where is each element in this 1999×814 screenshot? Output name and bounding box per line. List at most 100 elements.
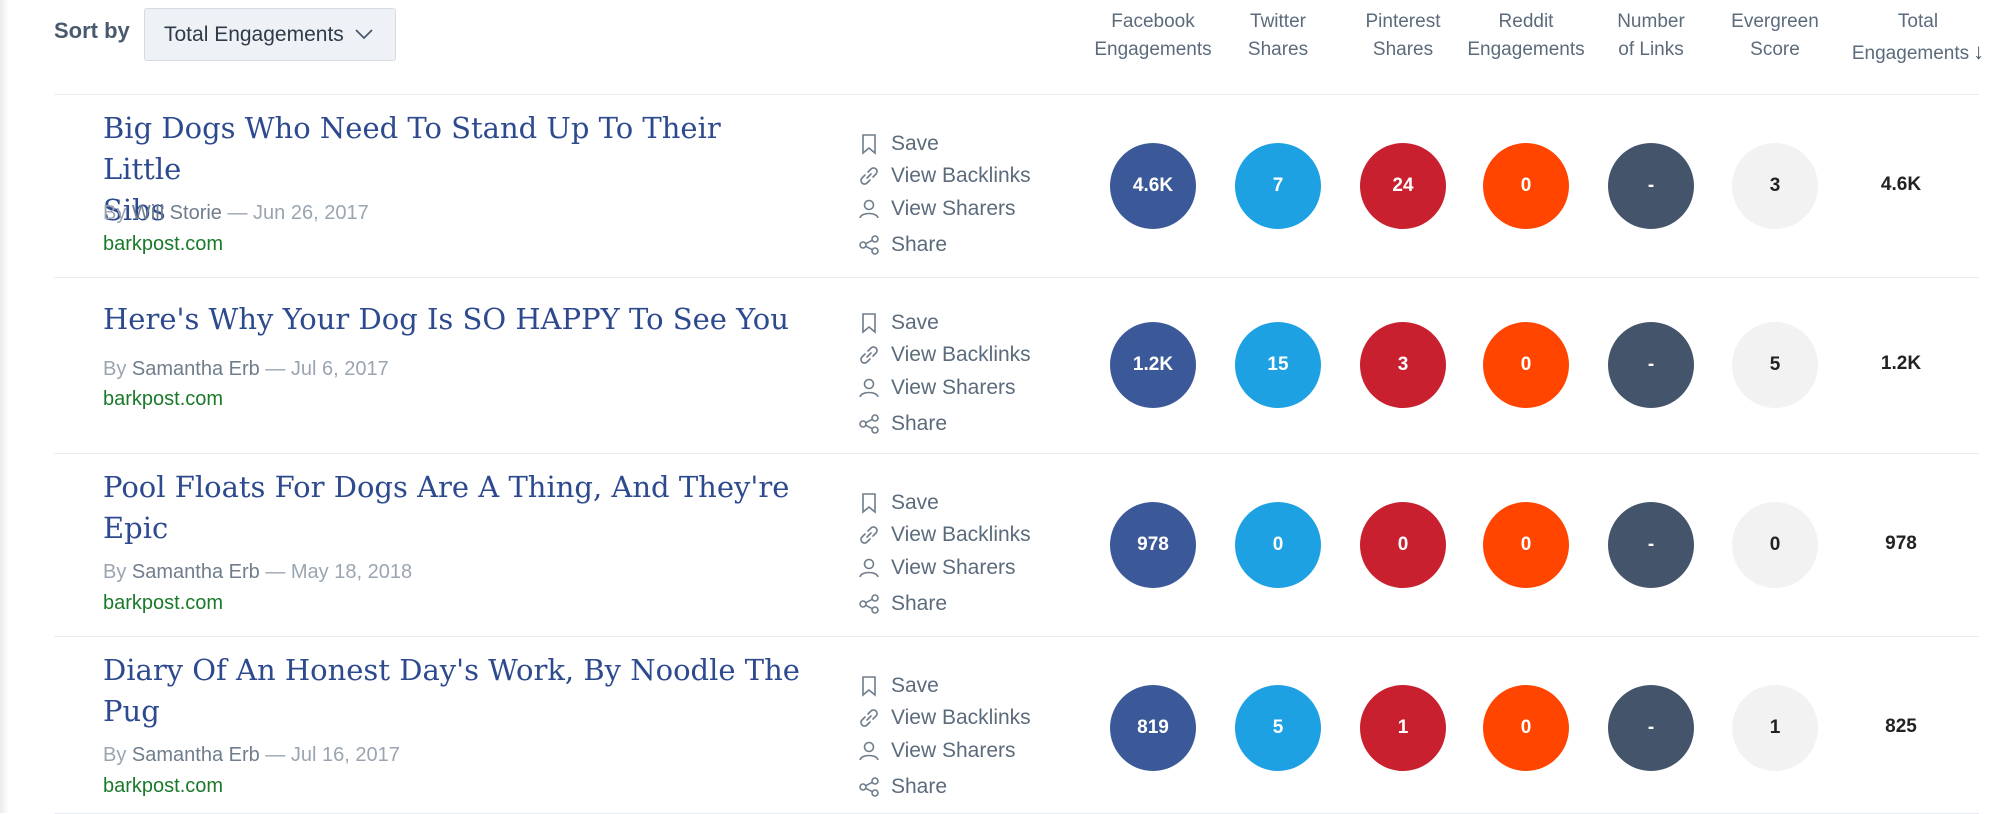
backlinks-action[interactable]: View Backlinks	[857, 520, 1031, 550]
save-action[interactable]: Save	[857, 671, 939, 701]
facebook-metric: 978	[1110, 502, 1196, 588]
article-title-line: Big Dogs Who Need To Stand Up To Their L…	[103, 111, 721, 186]
save-action[interactable]: Save	[857, 129, 939, 159]
sharers-action[interactable]: View Sharers	[857, 373, 1016, 403]
share-action[interactable]: Share	[857, 772, 947, 802]
col-header-facebook[interactable]: Facebook Engagements	[1091, 8, 1215, 64]
links-metric: -	[1608, 322, 1694, 408]
save-action[interactable]: Save	[857, 308, 939, 338]
facebook-metric: 1.2K	[1110, 322, 1196, 408]
user-icon	[859, 378, 879, 398]
share-action[interactable]: Share	[857, 230, 947, 260]
sharers-action[interactable]: View Sharers	[857, 736, 1016, 766]
sort-select[interactable]: Total Engagements	[144, 8, 396, 61]
col-header-line1: Total	[1897, 11, 1939, 32]
sort-select-value: Total Engagements	[164, 22, 344, 46]
links-metric: -	[1608, 685, 1694, 771]
article-byline: By Samantha Erb — Jul 6, 2017	[103, 358, 389, 381]
backlinks-action[interactable]: View Backlinks	[857, 340, 1031, 370]
article-title[interactable]: Diary Of An Honest Day's Work, By Noodle…	[103, 650, 803, 732]
article-title[interactable]: Here's Why Your Dog Is SO HAPPY To See Y…	[103, 299, 803, 340]
article-title-line: Epic	[103, 511, 169, 545]
sort-down-arrow-icon: ↓	[1973, 39, 1985, 64]
links-metric: -	[1608, 502, 1694, 588]
col-header-pinterest[interactable]: Pinterest Shares	[1341, 8, 1465, 64]
sharers-action[interactable]: View Sharers	[857, 553, 1016, 583]
link-icon	[860, 709, 878, 727]
col-header-line1: Facebook	[1111, 11, 1195, 32]
article-domain[interactable]: barkpost.com	[103, 233, 224, 255]
article-domain[interactable]: barkpost.com	[103, 388, 224, 410]
reddit-metric: 0	[1483, 502, 1569, 588]
article-byline: By Samantha Erb — May 18, 2018	[103, 561, 412, 584]
backlinks-action-label: View Backlinks	[891, 706, 1031, 729]
share-action[interactable]: Share	[857, 409, 947, 439]
share-action[interactable]: Share	[857, 589, 947, 619]
bookmark-icon	[862, 313, 876, 334]
col-header-reddit[interactable]: Reddit Engagements	[1464, 8, 1588, 64]
save-action-label: Save	[891, 311, 939, 334]
backlinks-action-label: View Backlinks	[891, 164, 1031, 187]
bookmark-icon	[862, 493, 876, 514]
article-title-line: Pool Floats For Dogs Are A Thing, And Th…	[103, 470, 790, 504]
article-date: — Jul 16, 2017	[265, 744, 400, 766]
sharers-action-label: View Sharers	[891, 197, 1016, 220]
col-header-links[interactable]: Number of Links	[1589, 8, 1713, 64]
col-header-total[interactable]: Total Engagements ↓	[1843, 8, 1993, 68]
sharers-action-label: View Sharers	[891, 556, 1016, 579]
article-title[interactable]: Big Dogs Who Need To Stand Up To Their L…	[103, 108, 803, 231]
share-icon	[859, 594, 879, 614]
share-icon	[859, 777, 879, 797]
backlinks-action-label: View Backlinks	[891, 343, 1031, 366]
col-header-line1: Twitter	[1250, 11, 1306, 32]
article-title-line: Diary Of An Honest Day's Work, By Noodle…	[103, 653, 800, 687]
reddit-metric: 0	[1483, 143, 1569, 229]
facebook-metric: 4.6K	[1110, 143, 1196, 229]
col-header-twitter[interactable]: Twitter Shares	[1216, 8, 1340, 64]
col-header-line2: Score	[1750, 39, 1800, 60]
article-title-line: Pug	[103, 694, 160, 728]
twitter-metric: 15	[1235, 322, 1321, 408]
backlinks-action-label: View Backlinks	[891, 523, 1031, 546]
article-title-line: Here's Why Your Dog Is SO HAPPY To See Y…	[103, 302, 789, 336]
twitter-metric: 0	[1235, 502, 1321, 588]
link-icon	[860, 346, 878, 364]
byline-by: By	[103, 561, 127, 583]
pinterest-metric: 1	[1360, 685, 1446, 771]
backlinks-action[interactable]: View Backlinks	[857, 703, 1031, 733]
article-author[interactable]: Samantha Erb	[131, 744, 260, 766]
pinterest-metric: 24	[1360, 143, 1446, 229]
article-title[interactable]: Pool Floats For Dogs Are A Thing, And Th…	[103, 467, 803, 549]
backlinks-action[interactable]: View Backlinks	[857, 161, 1031, 191]
col-header-line1: Number	[1617, 11, 1685, 32]
article-author[interactable]: Will Storie	[131, 202, 222, 224]
bookmark-icon	[862, 676, 876, 697]
total-engagements-value: 978	[1885, 533, 1917, 554]
article-author[interactable]: Samantha Erb	[131, 358, 260, 380]
sharers-action-label: View Sharers	[891, 376, 1016, 399]
pinterest-metric: 3	[1360, 322, 1446, 408]
article-title-line: Sibs	[103, 193, 166, 227]
article-row: Diary Of An Honest Day's Work, By Noodle…	[54, 636, 1979, 814]
article-domain[interactable]: barkpost.com	[103, 592, 224, 614]
article-domain[interactable]: barkpost.com	[103, 775, 224, 797]
left-edge-shadow	[0, 0, 9, 813]
article-row: Big Dogs Who Need To Stand Up To Their L…	[54, 94, 1979, 278]
col-header-line2: Engagements	[1467, 39, 1585, 60]
bookmark-icon	[862, 134, 876, 155]
save-action[interactable]: Save	[857, 488, 939, 518]
share-icon	[859, 235, 879, 255]
sharers-action-label: View Sharers	[891, 739, 1016, 762]
evergreen-metric: 1	[1732, 685, 1818, 771]
article-author[interactable]: Samantha Erb	[131, 561, 260, 583]
col-header-evergreen[interactable]: Evergreen Score	[1713, 8, 1837, 64]
sharers-action[interactable]: View Sharers	[857, 194, 1016, 224]
twitter-metric: 7	[1235, 143, 1321, 229]
reddit-metric: 0	[1483, 685, 1569, 771]
evergreen-metric: 3	[1732, 143, 1818, 229]
byline-by: By	[103, 744, 127, 766]
share-action-label: Share	[891, 233, 948, 256]
col-header-line1: Reddit	[1498, 11, 1554, 32]
link-icon	[860, 526, 878, 544]
user-icon	[859, 558, 879, 578]
